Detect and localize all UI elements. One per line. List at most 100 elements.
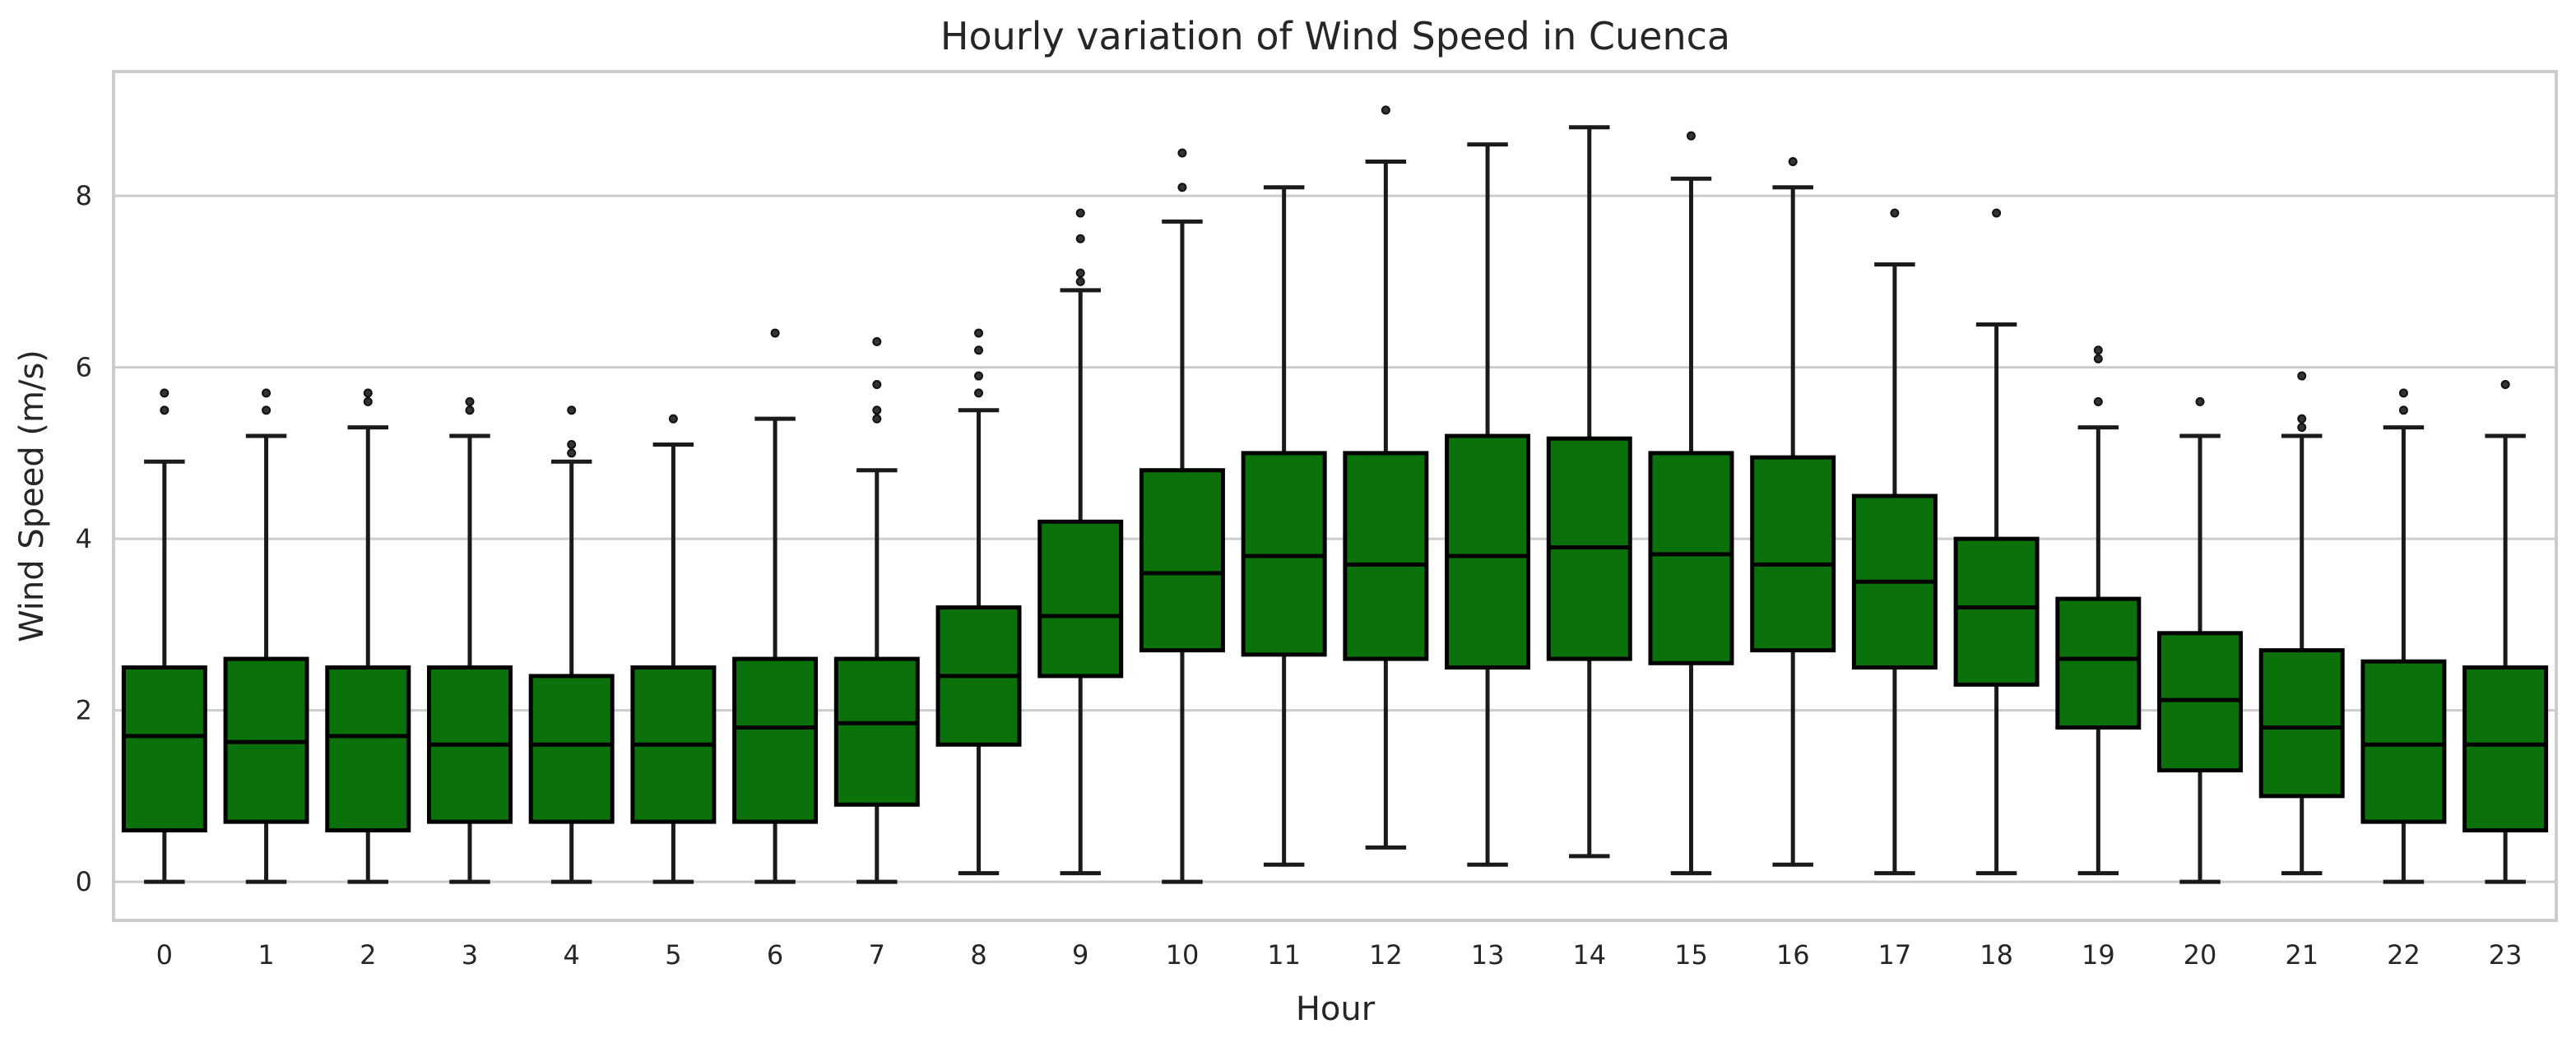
- box-iqr: [1241, 451, 1327, 657]
- y-axis-label: Wind Speed (m/s): [13, 350, 51, 642]
- outlier-point: [1075, 234, 1085, 243]
- box-hour-7: [833, 336, 920, 884]
- box-iqr: [121, 665, 207, 833]
- outlier-point: [160, 405, 169, 415]
- outlier-point: [2093, 396, 2103, 406]
- box-iqr: [1343, 451, 1429, 661]
- outlier-point: [567, 405, 577, 415]
- plot-frame: [112, 70, 2558, 922]
- outlier-point: [1075, 268, 1085, 278]
- x-tick-label-16: 16: [1776, 939, 1810, 971]
- box-hour-0: [121, 388, 207, 884]
- x-tick-label-19: 19: [2082, 939, 2115, 971]
- outlier-point: [1686, 131, 1696, 141]
- box-hour-2: [325, 388, 411, 884]
- box-iqr: [1750, 455, 1836, 653]
- outlier-point: [872, 414, 882, 424]
- x-tick-label-18: 18: [1980, 939, 2013, 971]
- outlier-point: [363, 388, 373, 398]
- x-tick-label-17: 17: [1878, 939, 1912, 971]
- y-tick-label-2: 2: [76, 695, 92, 726]
- box-iqr: [2055, 596, 2142, 730]
- outlier-point: [2297, 414, 2307, 424]
- boxes-layer: [121, 105, 2549, 884]
- x-tick-label-8: 8: [970, 939, 986, 971]
- x-tick-label-9: 9: [1072, 939, 1088, 971]
- outlier-point: [1177, 183, 1187, 192]
- box-hour-11: [1241, 185, 1327, 867]
- outlier-point: [974, 328, 984, 338]
- x-tick-label-4: 4: [564, 939, 580, 971]
- outlier-point: [2297, 423, 2307, 433]
- box-hour-23: [2462, 379, 2549, 884]
- x-tick-label-2: 2: [360, 939, 376, 971]
- y-gridlines: [114, 194, 2556, 883]
- outlier-point: [262, 405, 272, 415]
- x-tick-label-11: 11: [1267, 939, 1301, 971]
- outlier-point: [1177, 148, 1187, 158]
- box-iqr: [528, 674, 615, 824]
- box-hour-17: [1851, 208, 1938, 876]
- outlier-point: [567, 448, 577, 458]
- x-tick-label-14: 14: [1572, 939, 1606, 971]
- x-tick-label-5: 5: [665, 939, 681, 971]
- outlier-point: [2093, 354, 2103, 364]
- box-hour-22: [2360, 388, 2447, 884]
- x-tick-label-21: 21: [2285, 939, 2318, 971]
- y-tick-label-0: 0: [76, 866, 92, 897]
- outlier-point: [872, 379, 882, 389]
- outlier-point: [1075, 208, 1085, 218]
- x-tick-label-20: 20: [2184, 939, 2217, 971]
- outlier-point: [770, 328, 780, 338]
- box-hour-6: [732, 328, 819, 884]
- box-hour-8: [935, 328, 1022, 876]
- outlier-point: [465, 405, 475, 415]
- box-hour-13: [1445, 142, 1531, 867]
- outlier-point: [872, 405, 882, 415]
- outlier-point: [2398, 405, 2408, 415]
- box-hour-19: [2055, 345, 2142, 876]
- outlier-point: [465, 396, 475, 406]
- chart-title: Hourly variation of Wind Speed in Cuenca: [940, 14, 1730, 58]
- box-hour-20: [2157, 396, 2244, 884]
- box-hour-4: [528, 405, 615, 884]
- outlier-point: [2195, 396, 2205, 406]
- outlier-point: [668, 414, 678, 424]
- box-hour-18: [1953, 208, 2040, 876]
- outlier-point: [1788, 156, 1798, 166]
- outlier-point: [1992, 208, 2002, 218]
- x-tick-label-6: 6: [767, 939, 783, 971]
- box-iqr: [325, 665, 411, 833]
- x-tick-label-1: 1: [258, 939, 274, 971]
- outlier-point: [363, 396, 373, 406]
- outlier-point: [567, 439, 577, 449]
- box-hour-16: [1750, 156, 1836, 867]
- box-iqr: [833, 656, 920, 807]
- y-tick-label-4: 4: [76, 523, 92, 554]
- x-tick-label-22: 22: [2387, 939, 2421, 971]
- x-tick-labels: 0 1 2 3 4 5 6 7 8 9 10 11 12 13 14 15 16 17 18 19 20 21 22 23: [156, 939, 2523, 971]
- outlier-point: [2093, 345, 2103, 355]
- outlier-point: [160, 388, 169, 398]
- box-iqr: [2360, 659, 2447, 824]
- x-tick-label-15: 15: [1674, 939, 1708, 971]
- box-hour-3: [426, 396, 513, 884]
- x-tick-label-12: 12: [1369, 939, 1403, 971]
- x-tick-label-3: 3: [462, 939, 478, 971]
- x-tick-label-10: 10: [1166, 939, 1200, 971]
- box-hour-10: [1139, 148, 1225, 884]
- box-iqr: [2258, 648, 2345, 799]
- outlier-point: [974, 388, 984, 398]
- outlier-point: [262, 388, 272, 398]
- x-tick-label-7: 7: [869, 939, 885, 971]
- outlier-point: [1075, 276, 1085, 286]
- box-hour-1: [223, 388, 309, 884]
- box-hour-14: [1546, 125, 1632, 859]
- outlier-point: [872, 336, 882, 346]
- box-hour-15: [1648, 131, 1734, 876]
- box-iqr: [1445, 433, 1531, 670]
- box-hour-12: [1343, 105, 1429, 850]
- outlier-point: [974, 371, 984, 381]
- box-iqr: [1037, 519, 1124, 679]
